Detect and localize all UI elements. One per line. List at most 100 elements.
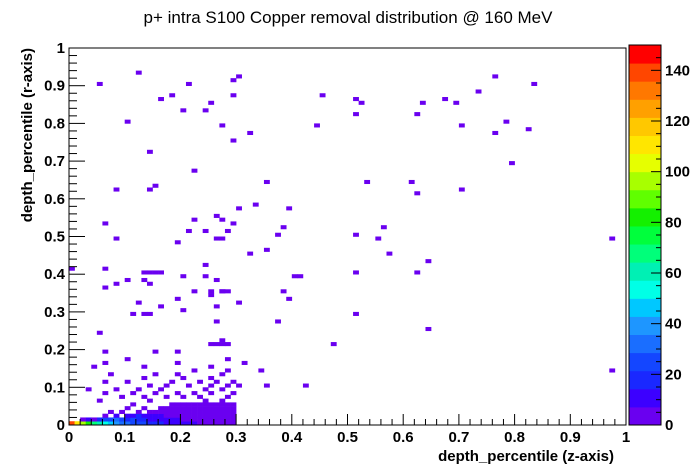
- palette-swatch: [629, 244, 661, 263]
- heatmap-bin: [141, 277, 148, 283]
- heatmap-bin: [236, 206, 242, 211]
- x-axis-label: depth_percentile (z-axis): [438, 448, 614, 465]
- heatmap-bin: [258, 368, 265, 373]
- z-tick-label: 40: [665, 316, 682, 333]
- heatmap-bin: [141, 417, 148, 422]
- heatmap-bin: [247, 130, 254, 136]
- heatmap-bin: [353, 270, 359, 275]
- heatmap-bin: [213, 402, 220, 407]
- heatmap-bin: [219, 413, 226, 418]
- heatmap-bin: [202, 406, 209, 411]
- heatmap-bin: [102, 349, 109, 354]
- heatmap-bin: [180, 421, 187, 426]
- chart-title: p+ intra S100 Copper removal distributio…: [144, 8, 554, 27]
- heatmap-bin: [191, 289, 198, 294]
- heatmap-bin: [224, 406, 231, 411]
- heatmap-bin: [219, 398, 226, 403]
- heatmap-bin: [213, 413, 220, 418]
- heatmap-bin: [353, 311, 359, 316]
- heatmap-bin: [224, 368, 231, 373]
- heatmap-bin: [169, 417, 176, 422]
- heatmap-bin: [191, 421, 198, 426]
- heatmap-bin: [208, 421, 215, 426]
- heatmap-bins: [69, 70, 616, 426]
- heatmap-bin: [213, 379, 220, 384]
- heatmap-bin: [135, 387, 142, 392]
- palette-swatch: [629, 189, 661, 209]
- heatmap-bin: [135, 409, 142, 414]
- heatmap-bin: [91, 364, 98, 369]
- heatmap-bin: [302, 383, 309, 388]
- heatmap-bin: [202, 402, 209, 407]
- heatmap-bin: [230, 221, 237, 226]
- heatmap-bin: [208, 293, 215, 298]
- palette-swatch: [629, 280, 661, 299]
- heatmap-bin: [185, 81, 192, 86]
- heatmap-bin: [353, 232, 359, 237]
- heatmap-bin: [113, 413, 120, 418]
- heatmap-bin: [330, 342, 337, 347]
- heatmap-bin: [124, 357, 131, 362]
- heatmap-bin: [252, 202, 259, 207]
- heatmap-bin: [102, 379, 109, 384]
- heatmap-bin: [174, 240, 181, 245]
- heatmap-bin: [180, 375, 187, 381]
- heatmap-bin: [247, 251, 254, 256]
- heatmap-bin: [169, 379, 176, 384]
- heatmap-bin: [102, 417, 109, 422]
- heatmap-bin: [230, 409, 237, 414]
- heatmap-bin: [375, 236, 382, 241]
- heatmap-bin: [353, 112, 359, 117]
- palette-swatch: [629, 45, 661, 64]
- heatmap-bin: [219, 417, 226, 422]
- heatmap-bin: [185, 383, 192, 388]
- heatmap-bin: [158, 387, 164, 392]
- x-tick-label: 0.6: [393, 429, 414, 446]
- heatmap-bin: [219, 409, 226, 414]
- heatmap-bin: [169, 413, 176, 418]
- z-tick-label: 80: [665, 214, 682, 231]
- y-tick-label: 0.2: [44, 342, 65, 359]
- heatmap-bin: [69, 266, 75, 271]
- heatmap-bin: [191, 409, 198, 414]
- heatmap-bin: [180, 108, 187, 113]
- heatmap-bin: [163, 409, 170, 414]
- heatmap-bin: [230, 413, 237, 418]
- heatmap-bin: [230, 379, 237, 384]
- heatmap-bin: [280, 289, 287, 294]
- heatmap-bin: [202, 108, 209, 113]
- heatmap-bin: [85, 387, 92, 392]
- heatmap-bin: [158, 406, 164, 411]
- heatmap-bin: [146, 187, 153, 192]
- heatmap-bin: [174, 391, 181, 396]
- z-tick-label: 0: [665, 417, 673, 434]
- x-tick-label: 0.9: [560, 429, 581, 446]
- heatmap-bin: [224, 357, 231, 362]
- heatmap-bin: [146, 421, 153, 426]
- heatmap-bin: [180, 402, 187, 407]
- heatmap-bin: [107, 372, 114, 377]
- x-tick-label: 0.1: [114, 429, 135, 446]
- palette-swatch: [629, 135, 661, 155]
- heatmap-bin: [208, 391, 215, 396]
- heatmap-bin: [224, 409, 231, 414]
- heatmap-bin: [208, 413, 215, 418]
- x-tick-label: 0.7: [448, 429, 469, 446]
- heatmap-bin: [219, 236, 226, 241]
- heatmap-bin: [174, 406, 181, 411]
- palette-swatch: [629, 117, 661, 136]
- heatmap-bin: [96, 417, 103, 422]
- heatmap-bin: [263, 179, 270, 185]
- heatmap-bin: [224, 421, 231, 426]
- heatmap-bin: [191, 417, 198, 422]
- y-tick-label: 0.5: [44, 229, 65, 246]
- heatmap-bin: [219, 342, 226, 347]
- heatmap-bin: [219, 289, 226, 294]
- heatmap-bin: [380, 225, 387, 230]
- heatmap-bin: [113, 281, 120, 286]
- heatmap-bin: [458, 187, 465, 192]
- heatmap-bin: [113, 387, 120, 392]
- heatmap-bin: [152, 409, 159, 414]
- heatmap-bin: [141, 413, 148, 418]
